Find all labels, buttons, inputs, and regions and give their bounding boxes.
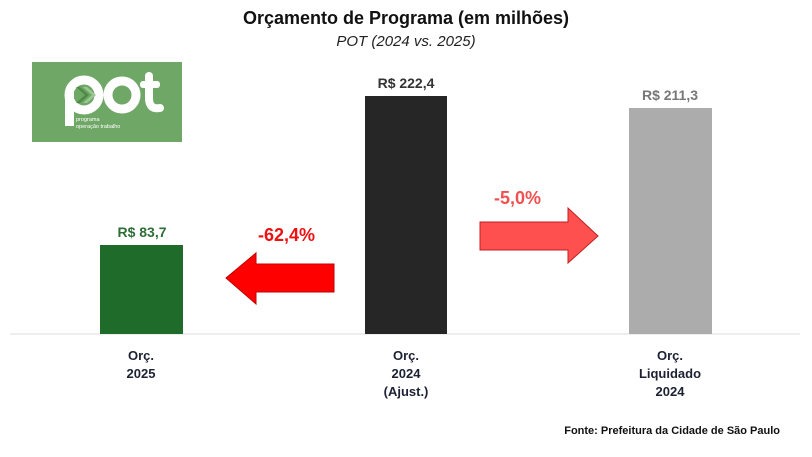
bar-orc-liquidado-2024 [629,108,712,334]
category-line: 2025 [126,366,156,381]
category-label-2025: Orç. 2025 [61,347,221,383]
category-line: Orç. [127,348,154,363]
pot-logo-icon: programa operação trabalho [64,72,164,130]
source-note: Fonte: Prefeitura da Cidade de São Paulo [564,425,780,437]
category-label-2024-ajust: Orç. 2024 (Ajust.) [326,347,486,401]
category-line: 2024 [655,384,685,399]
pot-logo: programa operação trabalho [32,62,182,142]
category-line: Liquidado [638,366,702,381]
pct-change-left: -62,4% [258,225,316,245]
category-line: 2024 [391,366,421,381]
logo-line1: programa [76,117,100,123]
category-line: (Ajust.) [383,384,429,399]
chart-subtitle: POT (2024 vs. 2025) [336,33,476,50]
category-label-liquidado-2024: Orç. Liquidado 2024 [590,347,750,401]
left-arrow-icon [225,251,335,306]
category-line: Orç. [392,348,419,363]
x-axis-baseline [10,333,800,335]
value-label-2024-ajust: R$ 222,4 [377,75,435,91]
pct-change-right: -5,0% [494,188,542,208]
value-label-2025: R$ 83,7 [117,224,167,240]
category-line: Orç. [656,348,683,363]
value-label-liquidado-2024: R$ 211,3 [641,87,699,103]
right-arrow-icon [479,206,599,265]
chart-title: Orçamento de Programa (em milhões) [242,8,570,28]
bar-orc-2024-ajust [365,96,447,334]
bar-orc-2025 [100,245,183,334]
logo-line2: operação trabalho [76,124,120,130]
